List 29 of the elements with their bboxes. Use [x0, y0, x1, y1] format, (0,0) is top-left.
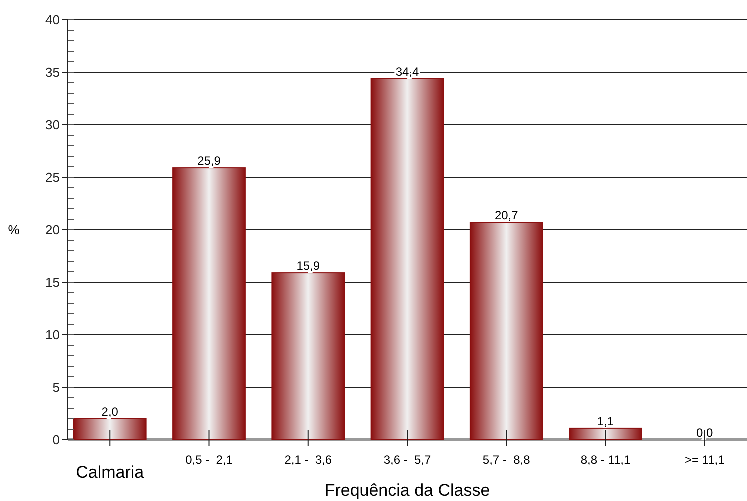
bar — [272, 272, 346, 440]
data-label: 1,1 — [597, 414, 614, 428]
bar — [73, 418, 147, 440]
x-tick-label: Calmaria — [76, 463, 145, 482]
y-tick-label: 0 — [52, 432, 60, 448]
x-tick-label: 0,5 - 2,1 — [186, 453, 234, 467]
bar — [470, 222, 544, 440]
x-tick-label: 8,8 - 11,1 — [580, 453, 631, 467]
bar — [569, 428, 642, 440]
y-tick-label: 15 — [46, 275, 60, 290]
x-tick-label: 5,7 - 8,8 — [482, 453, 531, 467]
y-tick-label: 25 — [46, 170, 60, 186]
bar — [370, 78, 444, 440]
data-label: 2,0 — [102, 405, 119, 419]
bar — [172, 168, 246, 440]
y-tick-label: 35 — [46, 65, 60, 80]
data-label: 15,9 — [296, 259, 320, 274]
x-tick-label: 3,6 - 5,7 — [384, 453, 432, 467]
y-axis-title: % — [8, 222, 20, 238]
x-axis-title: Frequência da Classe — [324, 481, 490, 500]
y-tick-label: 20 — [46, 222, 60, 238]
x-tick-label: 2,1 - 3,6 — [284, 453, 332, 467]
y-tick-label: 40 — [46, 12, 60, 28]
data-label: 25,9 — [198, 154, 222, 168]
data-label: 20,7 — [494, 208, 519, 223]
y-tick-label: 10 — [46, 328, 60, 343]
y-tick-label: 30 — [46, 118, 60, 133]
x-tick-label: >= 11,1 — [684, 453, 726, 467]
y-tick-label: 5 — [52, 380, 60, 396]
